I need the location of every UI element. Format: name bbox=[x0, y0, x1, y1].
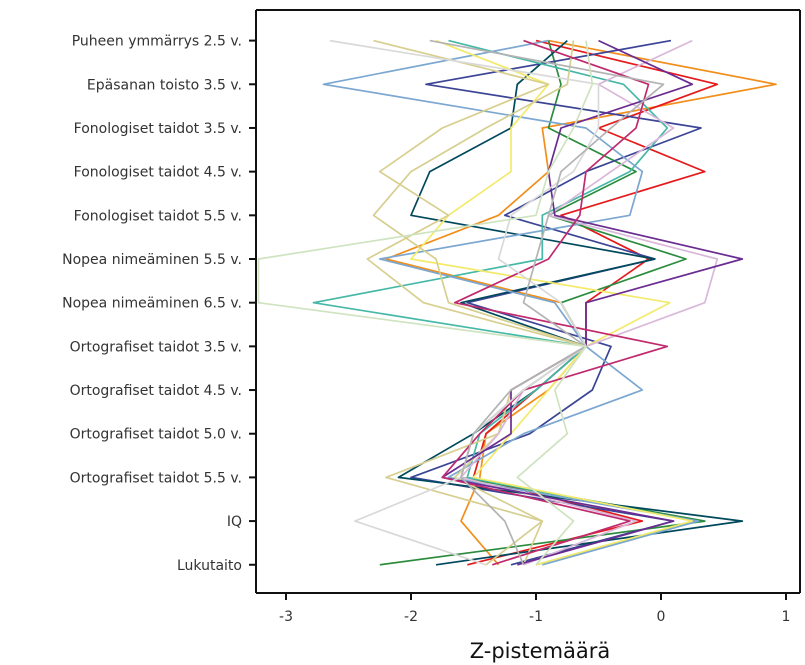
series-line-8 bbox=[410, 39, 694, 566]
series-layer bbox=[257, 39, 777, 566]
x-tick-label: -3 bbox=[279, 609, 293, 625]
y-tick-label: Nopea nimeäminen 6.5 v. bbox=[62, 296, 242, 312]
y-tick-label: Fonologiset taidot 3.5 v. bbox=[74, 121, 242, 137]
y-tick-label: Ortografiset taidot 5.0 v. bbox=[70, 427, 242, 443]
series-line-16 bbox=[257, 40, 594, 566]
x-axis-title: Z-pistemäärä bbox=[470, 639, 611, 663]
series-line-10 bbox=[372, 40, 587, 566]
x-tick-label: 0 bbox=[657, 609, 666, 625]
series-line-9 bbox=[366, 39, 587, 566]
series-line-3 bbox=[379, 40, 706, 566]
y-ticks: Puheen ymmärrys 2.5 v. Epäsanan toisto 3.… bbox=[62, 34, 256, 574]
y-tick-label: Ortografiset taidot 3.5 v. bbox=[70, 339, 242, 355]
series-line-6 bbox=[312, 39, 697, 566]
x-tick-label: 1 bbox=[782, 609, 791, 625]
y-tick-label: Ortografiset taidot 4.5 v. bbox=[70, 383, 242, 399]
x-tick-label: -1 bbox=[529, 609, 543, 625]
series-line-1 bbox=[385, 39, 777, 566]
y-tick-label: Ortografiset taidot 5.5 v. bbox=[70, 470, 242, 486]
x-ticks: -3 -2 -1 0 1 bbox=[279, 593, 790, 625]
y-tick-label: Epäsanan toisto 3.5 v. bbox=[87, 77, 242, 93]
x-tick-label: -2 bbox=[404, 609, 418, 625]
y-tick-label: Fonologiset taidot 4.5 v. bbox=[74, 165, 242, 181]
y-tick-label: Fonologiset taidot 5.5 v. bbox=[74, 208, 242, 224]
series-line-13 bbox=[441, 39, 669, 566]
axes-layer bbox=[255, 9, 801, 594]
y-tick-label: Nopea nimeäminen 5.5 v. bbox=[62, 252, 242, 268]
y-tick-label: Lukutaito bbox=[177, 558, 242, 574]
y-tick-label: IQ bbox=[227, 514, 242, 530]
series-line-4 bbox=[410, 39, 702, 566]
series-line-7 bbox=[322, 39, 700, 566]
y-tick-label: Puheen ymmärrys 2.5 v. bbox=[72, 34, 242, 50]
series-line-15 bbox=[429, 39, 665, 566]
